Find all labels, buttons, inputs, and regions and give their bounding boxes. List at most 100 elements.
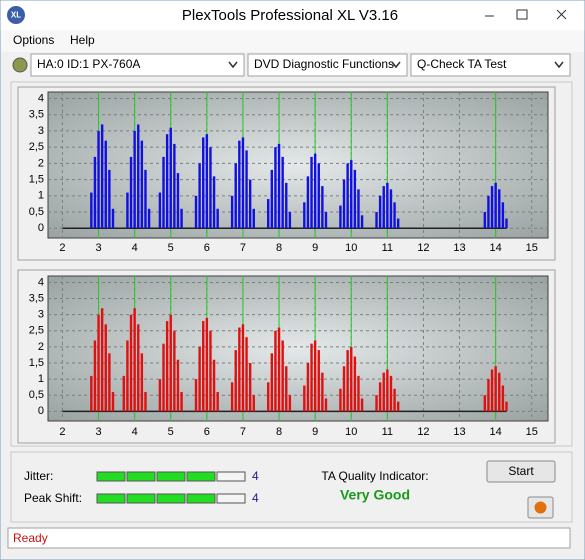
- meter-segment: [186, 471, 216, 482]
- bar: [216, 208, 219, 229]
- bar: [90, 375, 93, 412]
- bar: [357, 189, 360, 229]
- bar: [234, 350, 237, 412]
- y-tick-label: 4: [38, 276, 44, 288]
- bar: [173, 330, 176, 412]
- meter-segment: [96, 493, 126, 504]
- close-button[interactable]: [556, 9, 567, 20]
- x-tick-label: 7: [240, 242, 246, 254]
- bar: [386, 369, 389, 412]
- bar: [137, 324, 140, 412]
- bar: [198, 346, 201, 412]
- bar: [382, 372, 385, 412]
- bar: [93, 156, 97, 229]
- device-icon: [12, 57, 28, 73]
- bar: [169, 127, 172, 229]
- bar: [393, 202, 396, 229]
- bar: [209, 330, 212, 412]
- x-tick-label: 15: [526, 242, 538, 254]
- bar: [241, 324, 245, 412]
- bar: [93, 340, 97, 412]
- jitter-value: 4: [252, 469, 259, 483]
- quality-label: TA Quality Indicator:: [321, 469, 428, 483]
- bar: [238, 327, 241, 412]
- menu-bar: [1, 31, 584, 52]
- dropdown-arrow: [554, 61, 564, 69]
- bar: [501, 202, 505, 229]
- bar: [248, 179, 252, 229]
- meter-segment: [126, 493, 156, 504]
- bar: [378, 195, 382, 229]
- bar: [97, 314, 100, 412]
- bar: [353, 169, 357, 229]
- bar: [140, 140, 144, 229]
- x-tick-label: 9: [312, 242, 318, 254]
- y-tick-label: 1,5: [29, 357, 44, 369]
- start-button[interactable]: [486, 460, 556, 483]
- y-tick-label: 1: [38, 190, 44, 202]
- bar: [108, 169, 111, 229]
- results-panel: [10, 451, 573, 523]
- bar: [396, 401, 400, 412]
- y-tick-label: 3: [38, 125, 44, 137]
- y-tick-label: 2: [38, 157, 44, 169]
- bar: [310, 156, 313, 229]
- menu-item[interactable]: Help: [70, 33, 95, 47]
- bar: [353, 356, 357, 412]
- meter-segment: [186, 493, 216, 504]
- bar: [487, 379, 490, 412]
- bar: [158, 379, 162, 412]
- x-tick-label: 3: [95, 242, 101, 254]
- meter-segment: [216, 493, 246, 504]
- bar: [108, 353, 111, 412]
- jitter-label: Jitter:: [24, 469, 53, 483]
- bar: [147, 208, 151, 229]
- y-tick-label: 0: [38, 405, 44, 417]
- bar: [104, 140, 107, 229]
- dropdown-arrow: [391, 61, 401, 69]
- bar: [158, 192, 162, 229]
- bar: [245, 337, 248, 412]
- bar: [162, 156, 165, 229]
- device-dropdown[interactable]: [30, 53, 245, 77]
- bar: [212, 176, 216, 229]
- start-button-text: Start: [508, 464, 534, 478]
- test-text: Q-Check TA Test: [417, 57, 507, 71]
- bar: [386, 182, 389, 229]
- bar: [313, 153, 317, 229]
- bar: [274, 330, 277, 412]
- y-tick-label: 3,5: [29, 109, 44, 121]
- bar: [288, 395, 292, 412]
- maximize-button[interactable]: [516, 9, 528, 20]
- bar: [498, 372, 501, 412]
- bar: [111, 392, 115, 412]
- bar: [209, 147, 212, 229]
- menu-item[interactable]: Options: [13, 33, 54, 47]
- bar: [396, 218, 400, 229]
- bar: [483, 395, 487, 412]
- bar: [252, 395, 255, 412]
- bar: [194, 379, 198, 412]
- bar: [169, 314, 172, 412]
- function-dropdown[interactable]: [247, 53, 408, 77]
- function-text: DVD Diagnostic Functions: [254, 57, 394, 71]
- meter-segment: [156, 471, 186, 482]
- x-tick-label: 14: [490, 242, 502, 254]
- y-tick-label: 2: [38, 341, 44, 353]
- status-text: Ready: [13, 531, 48, 545]
- bar: [202, 137, 205, 229]
- bar: [212, 359, 216, 412]
- bar: [346, 163, 349, 229]
- bar: [483, 212, 487, 229]
- bar: [494, 366, 497, 412]
- test-dropdown[interactable]: [410, 53, 571, 77]
- x-tick-label: 13: [453, 426, 465, 438]
- bar: [111, 208, 115, 229]
- bar: [303, 385, 306, 412]
- info-icon: [534, 501, 547, 514]
- x-tick-label: 12: [417, 426, 429, 438]
- bar: [310, 343, 313, 412]
- bar: [498, 189, 501, 229]
- bar: [389, 375, 393, 412]
- bar: [357, 375, 360, 412]
